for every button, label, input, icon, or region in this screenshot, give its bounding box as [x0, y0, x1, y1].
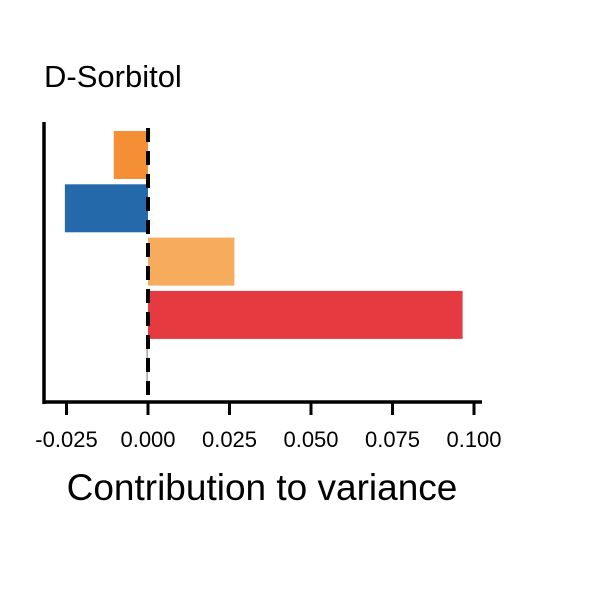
- x-axis-label: Contribution to variance: [67, 467, 458, 508]
- x-tick-label: -0.025: [35, 427, 97, 452]
- x-tick-label: 0.050: [283, 427, 338, 452]
- bar-1: [113, 131, 148, 179]
- bar-2: [64, 184, 148, 233]
- chart-title: D-Sorbitol: [44, 59, 182, 94]
- x-tick-label: 0.075: [365, 427, 420, 452]
- bars-group: [64, 131, 463, 393]
- x-tick-label: 0.025: [202, 427, 257, 452]
- x-tick-label: 0.100: [446, 427, 501, 452]
- bar-3: [148, 237, 235, 286]
- x-tick-label: 0.000: [120, 427, 175, 452]
- bar-4: [148, 290, 463, 339]
- x-ticks-group: -0.025 0.000 0.025 0.050 0.075 0.100: [35, 402, 502, 452]
